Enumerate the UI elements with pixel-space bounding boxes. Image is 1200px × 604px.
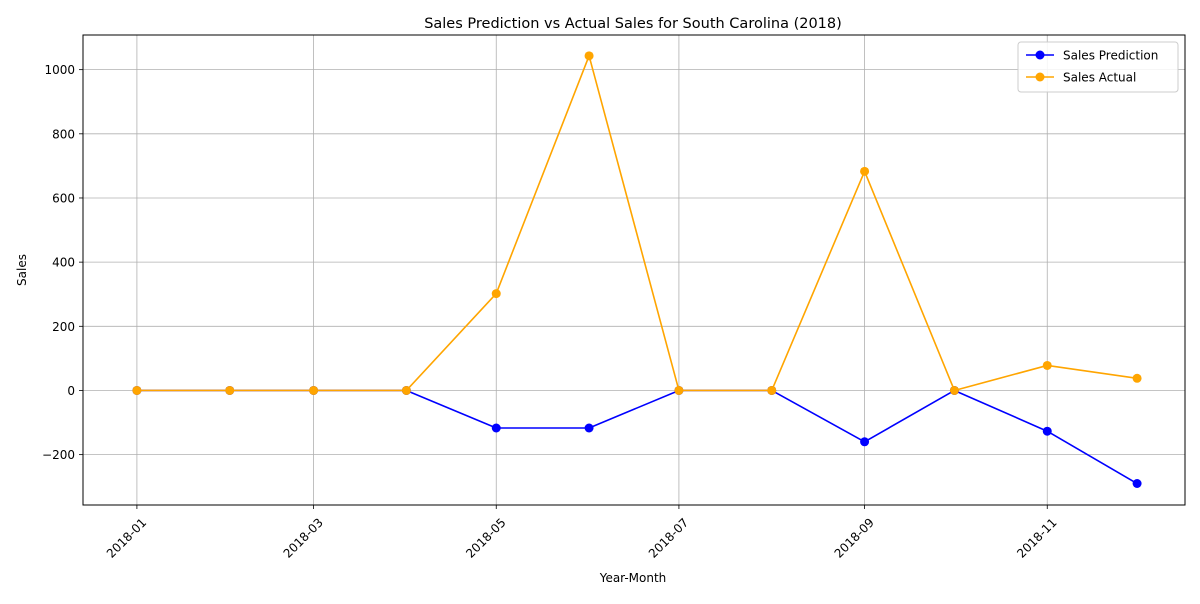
sales-prediction-point <box>1042 426 1052 436</box>
x-tick-label: 2018-03 <box>281 515 326 560</box>
sales-actual-point <box>860 166 870 176</box>
chart-title: Sales Prediction vs Actual Sales for Sou… <box>424 16 842 32</box>
sales-actual-point <box>1042 360 1052 370</box>
sales-actual-point <box>132 385 142 395</box>
y-tick-label: 800 <box>52 127 75 141</box>
series-layer <box>132 51 1142 489</box>
sales-actual-point <box>767 385 777 395</box>
y-tick-label: −200 <box>42 448 75 462</box>
y-tick-label: 600 <box>52 191 75 205</box>
y-tick-label: 1000 <box>44 63 75 77</box>
legend-marker-sales-actual <box>1035 72 1045 82</box>
x-tick-label: 2018-11 <box>1014 515 1059 560</box>
y-axis: −200 0 200 400 600 800 1000 <box>42 63 83 462</box>
x-tick-label: 2018-09 <box>832 515 877 560</box>
grid <box>83 35 1185 505</box>
sales-actual-line <box>136 55 1138 392</box>
sales-actual-point <box>225 385 235 395</box>
sales-prediction-point <box>860 437 870 447</box>
sales-actual-point <box>674 385 684 395</box>
sales-prediction-point <box>1132 479 1142 489</box>
y-tick-label: 0 <box>67 384 75 398</box>
sales-actual-point <box>949 385 959 395</box>
x-axis-label: Year-Month <box>599 571 667 585</box>
y-axis-label: Sales <box>15 254 29 286</box>
sales-actual-point <box>584 51 594 61</box>
sales-actual-point <box>401 385 411 395</box>
y-tick-label: 400 <box>52 256 75 270</box>
sales-prediction-point <box>491 423 501 433</box>
sales-prediction-line <box>136 389 1138 485</box>
x-tick-label: 2018-07 <box>646 515 691 560</box>
legend-label-sales-prediction: Sales Prediction <box>1063 49 1158 63</box>
plot-area-frame <box>82 34 1186 506</box>
legend-box <box>1017 41 1179 93</box>
sales-prediction-point <box>584 423 594 433</box>
sales-actual-series <box>132 51 1142 395</box>
legend-label-sales-actual: Sales Actual <box>1063 71 1136 85</box>
sales-prediction-series <box>132 385 1142 489</box>
y-tick-label: 200 <box>52 320 75 334</box>
sales-actual-point <box>309 385 319 395</box>
sales-actual-point <box>491 289 501 299</box>
legend: Sales Prediction Sales Actual <box>1017 41 1179 93</box>
x-axis: 2018-01 2018-03 2018-05 2018-07 2018-09 2018-… <box>104 505 1060 561</box>
x-tick-label: 2018-05 <box>463 515 508 560</box>
sales-actual-point <box>1132 373 1142 383</box>
legend-marker-sales-prediction <box>1035 50 1045 60</box>
x-tick-label: 2018-01 <box>104 515 149 560</box>
